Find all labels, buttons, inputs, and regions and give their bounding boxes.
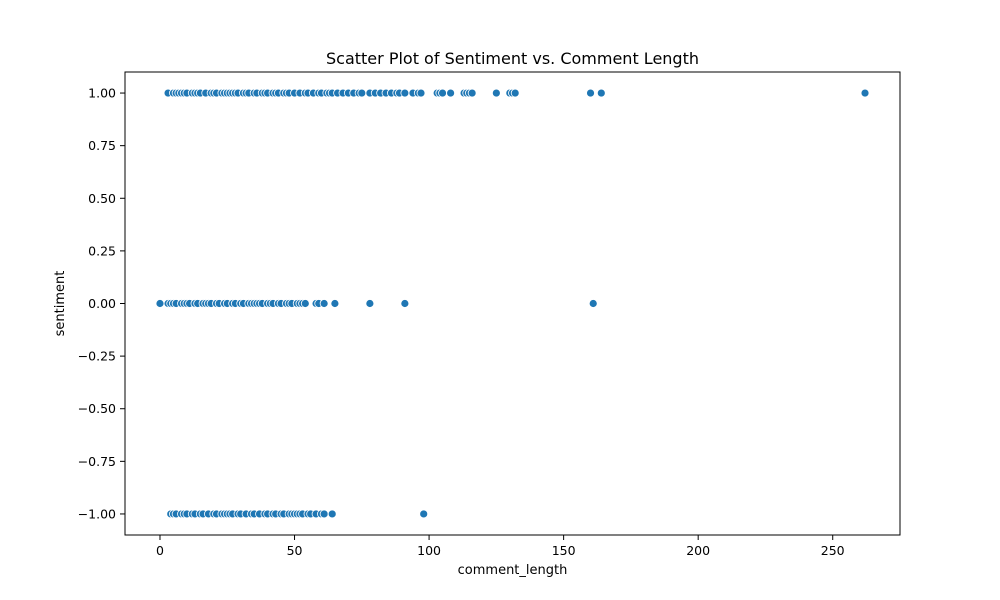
y-tick-label: 0.25 xyxy=(88,243,116,258)
x-tick-label: 100 xyxy=(417,543,441,558)
chart-title: Scatter Plot of Sentiment vs. Comment Le… xyxy=(326,49,699,68)
scatter-point xyxy=(438,88,447,98)
scatter-point xyxy=(365,299,375,308)
x-tick-label: 250 xyxy=(821,543,845,558)
x-tick-label: 50 xyxy=(287,543,303,558)
y-tick-label: 0.75 xyxy=(88,138,116,153)
y-tick-label: 1.00 xyxy=(88,86,116,101)
scatter-point xyxy=(467,88,477,98)
y-tick-label: 0.00 xyxy=(88,296,116,311)
scatter-point xyxy=(446,88,456,98)
x-tick-label: 150 xyxy=(552,543,576,558)
y-tick-label: −1.00 xyxy=(78,506,116,521)
x-tick-label: 0 xyxy=(156,543,164,558)
scatter-point xyxy=(357,88,367,98)
scatter-point xyxy=(330,299,340,308)
scatter-point xyxy=(419,509,429,519)
plot-frame xyxy=(124,71,901,536)
scatter-point xyxy=(596,88,606,98)
data-points xyxy=(155,88,870,519)
axis-ticks: 0 50 100 150 200 250 −1.00 −0.75 −0.50 −0.25 0.00 0… xyxy=(78,86,845,558)
y-tick-label: 0.50 xyxy=(88,191,116,206)
scatter-point xyxy=(400,88,410,98)
scatter-point xyxy=(860,88,870,98)
scatter-point xyxy=(300,299,310,308)
scatter-point xyxy=(586,88,595,98)
scatter-point xyxy=(510,88,520,98)
scatter-point xyxy=(400,299,410,308)
y-tick-label: −0.25 xyxy=(78,349,116,364)
y-axis-label: sentiment xyxy=(53,271,68,337)
scatter-point xyxy=(319,299,329,308)
scatter-point xyxy=(155,299,165,308)
scatter-point xyxy=(319,509,329,519)
scatter-point xyxy=(327,509,337,519)
scatter-point xyxy=(588,299,598,308)
scatter-point xyxy=(491,88,501,98)
x-tick-label: 200 xyxy=(686,543,710,558)
x-axis-label: comment_length xyxy=(458,563,568,578)
y-tick-label: −0.75 xyxy=(78,454,116,469)
scatter-point xyxy=(416,88,426,98)
y-tick-label: −0.50 xyxy=(78,401,116,416)
